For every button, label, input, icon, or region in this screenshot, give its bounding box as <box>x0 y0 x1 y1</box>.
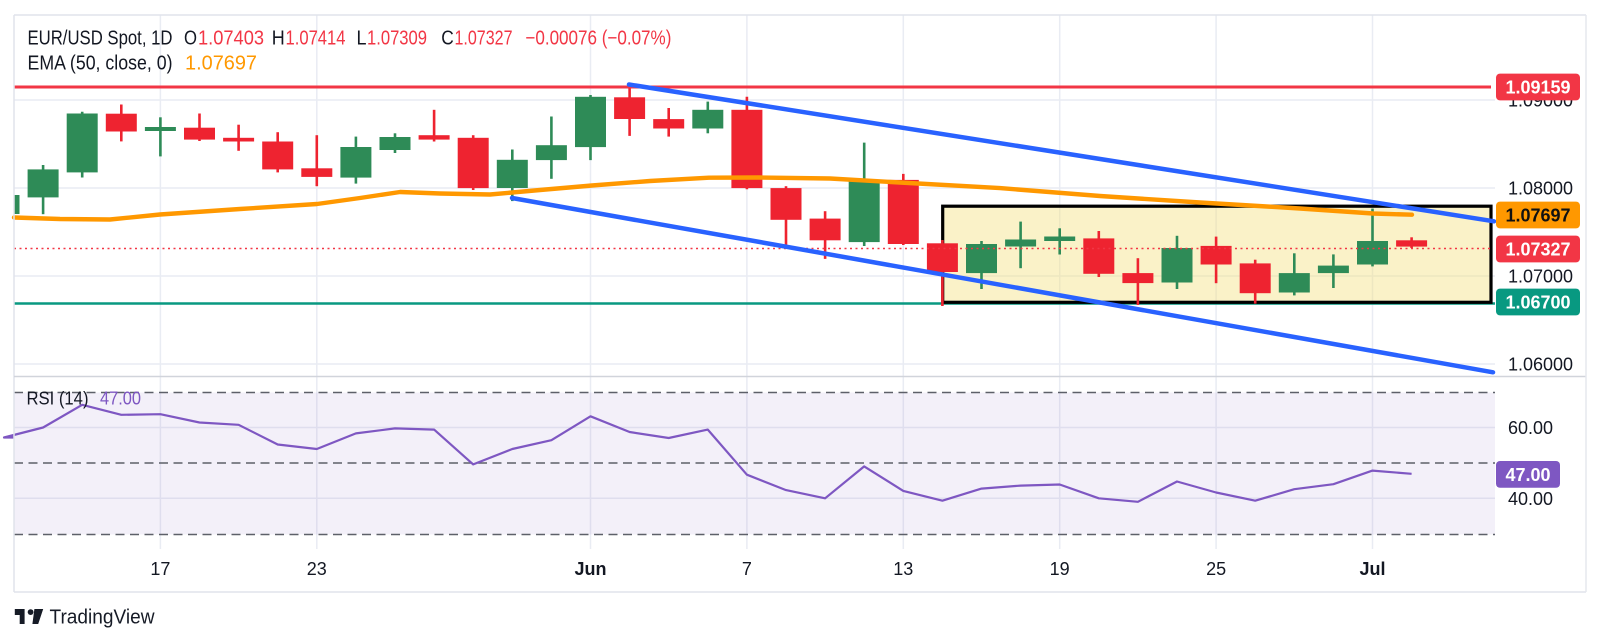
svg-text:1.07403: 1.07403 <box>198 28 264 50</box>
svg-text:1.06000: 1.06000 <box>1508 355 1573 375</box>
svg-text:25: 25 <box>1206 559 1226 579</box>
svg-text:47.00: 47.00 <box>1505 465 1550 485</box>
svg-text:1.07327: 1.07327 <box>455 28 513 50</box>
svg-text:Jul: Jul <box>1359 559 1385 579</box>
svg-text:1.09159: 1.09159 <box>1505 78 1570 98</box>
svg-text:1.08000: 1.08000 <box>1508 179 1573 199</box>
svg-text:O: O <box>184 28 197 50</box>
svg-text:C: C <box>441 28 454 50</box>
svg-text:TradingView: TradingView <box>50 607 156 629</box>
svg-text:1.07697: 1.07697 <box>185 53 257 75</box>
svg-text:19: 19 <box>1050 559 1070 579</box>
svg-text:1.06700: 1.06700 <box>1505 293 1570 313</box>
svg-text:L: L <box>357 28 367 50</box>
svg-text:60.00: 60.00 <box>1508 418 1553 438</box>
svg-text:EUR/USD Spot, 1D: EUR/USD Spot, 1D <box>28 28 173 50</box>
svg-text:47.00: 47.00 <box>100 389 141 409</box>
svg-text:1.07309: 1.07309 <box>367 28 427 50</box>
svg-text:1.07000: 1.07000 <box>1508 267 1573 287</box>
svg-text:H: H <box>272 28 285 50</box>
svg-text:1.07697: 1.07697 <box>1505 206 1570 226</box>
svg-text:13: 13 <box>893 559 913 579</box>
svg-text:−0.00076 (−0.07%): −0.00076 (−0.07%) <box>525 28 671 50</box>
svg-text:RSI (14): RSI (14) <box>27 389 89 409</box>
svg-text:40.00: 40.00 <box>1508 489 1553 509</box>
svg-text:23: 23 <box>307 559 327 579</box>
svg-text:1.07414: 1.07414 <box>286 28 346 50</box>
svg-text:7: 7 <box>742 559 752 579</box>
svg-text:17: 17 <box>150 559 170 579</box>
svg-text:1.07327: 1.07327 <box>1505 240 1570 260</box>
svg-text:EMA (50, close, 0): EMA (50, close, 0) <box>28 53 173 75</box>
svg-text:Jun: Jun <box>574 559 606 579</box>
